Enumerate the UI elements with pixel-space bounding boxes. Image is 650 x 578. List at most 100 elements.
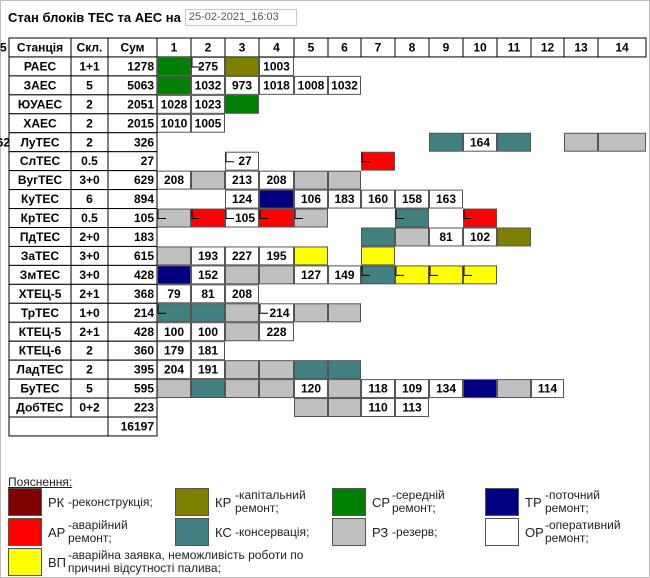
unit-cell: [463, 132, 497, 152]
unit-cell: [328, 379, 361, 399]
unit-power: 227: [232, 249, 252, 263]
unit-cell: [429, 379, 463, 399]
unit-cell: [191, 303, 225, 323]
unit-power: 164: [470, 135, 490, 149]
status-grid: СтанціяСкл.Сум123456789101112131415РАЕС1…: [0, 37, 647, 437]
station-name: ЗмТЕС: [20, 268, 61, 282]
composition-value: 2: [86, 97, 93, 111]
legend-description: -поточний ремонт;: [545, 488, 600, 515]
unit-cell: [191, 322, 225, 342]
legend-code: ТР: [525, 495, 542, 510]
unit-cell: [259, 75, 294, 95]
legend-description: -капітальний ремонт;: [235, 488, 306, 515]
unit-cell: [497, 227, 531, 247]
unit-power: 149: [334, 268, 354, 282]
column-header: Станція: [17, 41, 63, 55]
unit-cell: [294, 75, 328, 95]
composition-value: 2: [86, 135, 93, 149]
unit-cell: [361, 227, 395, 247]
unit-power: 1018: [263, 78, 290, 92]
unit-power: 124: [232, 192, 252, 206]
column-header: 7: [375, 41, 382, 55]
composition-value: 5: [86, 78, 93, 92]
unit-cell: [429, 132, 463, 152]
unit-power: 204: [164, 363, 184, 377]
unit-power: 183: [334, 192, 354, 206]
unit-cell: [259, 208, 294, 228]
composition-value: 3+0: [79, 268, 100, 282]
composition-value: 0.5: [81, 154, 98, 168]
unit-power: 181: [198, 344, 218, 358]
unit-power: 179: [164, 344, 184, 358]
composition-value: 3+0: [79, 249, 100, 263]
column-header: 15: [0, 41, 7, 55]
unit-cell: [361, 151, 395, 171]
unit-power: 152: [198, 268, 218, 282]
unit-cell: [429, 265, 463, 285]
station-name: ХАЕС: [23, 116, 57, 130]
split-marker: [157, 304, 166, 314]
unit-cell: [564, 132, 598, 152]
station-name: ПдТЕС: [20, 230, 61, 244]
unit-cell: [395, 189, 429, 209]
unit-cell: [497, 379, 531, 399]
datetime-field[interactable]: 25-02-2021_16:03: [184, 8, 297, 26]
sum-value: 183: [134, 230, 154, 244]
station-name: ДобТЕС: [16, 401, 64, 415]
unit-power: 1010: [161, 116, 188, 130]
unit-cell: [225, 265, 259, 285]
unit-cell: [463, 265, 497, 285]
unit-cell: [157, 360, 191, 380]
split-marker: [361, 152, 370, 163]
legend-description: -оперативний ремонт;: [545, 518, 621, 545]
column-header: 11: [508, 41, 521, 55]
sum-value: 2015: [127, 116, 154, 130]
legend-code: КР: [215, 495, 232, 510]
unit-power: 1008: [298, 78, 325, 92]
unit-power: 120: [301, 382, 321, 396]
column-header: Скл.: [77, 41, 103, 55]
split-marker: [294, 209, 303, 220]
unit-cell: [361, 398, 395, 417]
sum-value: 5063: [127, 78, 154, 92]
unit-power: 973: [232, 78, 252, 92]
unit-cell: [361, 189, 395, 209]
composition-value: 2: [86, 116, 93, 130]
unit-cell: [294, 398, 328, 417]
sum-value: 223: [134, 401, 154, 415]
unit-cell: [259, 265, 294, 285]
total-cell: [107, 416, 158, 437]
split-marker: [395, 266, 404, 276]
unit-cell: [259, 379, 294, 399]
split-marker: [225, 152, 234, 163]
unit-cell: [225, 170, 259, 190]
header: Стан блоків ТЕС та АЕС на 25-02-2021_16:…: [8, 8, 297, 26]
column-header: 6: [341, 41, 348, 55]
composition-value: 3+0: [79, 173, 100, 187]
unit-cell: [157, 208, 191, 228]
split-marker: [191, 209, 200, 220]
unit-cell: [191, 94, 225, 114]
unit-cell: [191, 379, 225, 399]
split-marker: [361, 266, 370, 276]
column-header: 4: [273, 41, 280, 55]
unit-cell: [598, 132, 646, 152]
unit-power: 1003: [263, 59, 290, 73]
composition-value: 2+1: [79, 325, 100, 339]
station-name: КрТЕС: [21, 211, 60, 225]
unit-cell: [294, 170, 328, 190]
unit-cell: [294, 208, 328, 228]
unit-cell: [463, 208, 497, 228]
legend-code: КС: [215, 525, 232, 540]
unit-cell: [191, 208, 225, 228]
composition-value: 2: [86, 363, 93, 377]
station-name: ТрТЕС: [21, 306, 60, 320]
unit-cell: [225, 360, 259, 380]
unit-power: 162: [0, 135, 10, 149]
sum-value: 428: [134, 268, 154, 282]
column-header: 13: [574, 41, 588, 55]
station-name: ВугТЕС: [18, 173, 63, 187]
unit-cell: [225, 379, 259, 399]
unit-power: 102: [470, 230, 490, 244]
station-name: КТЕЦ-6: [19, 344, 62, 358]
